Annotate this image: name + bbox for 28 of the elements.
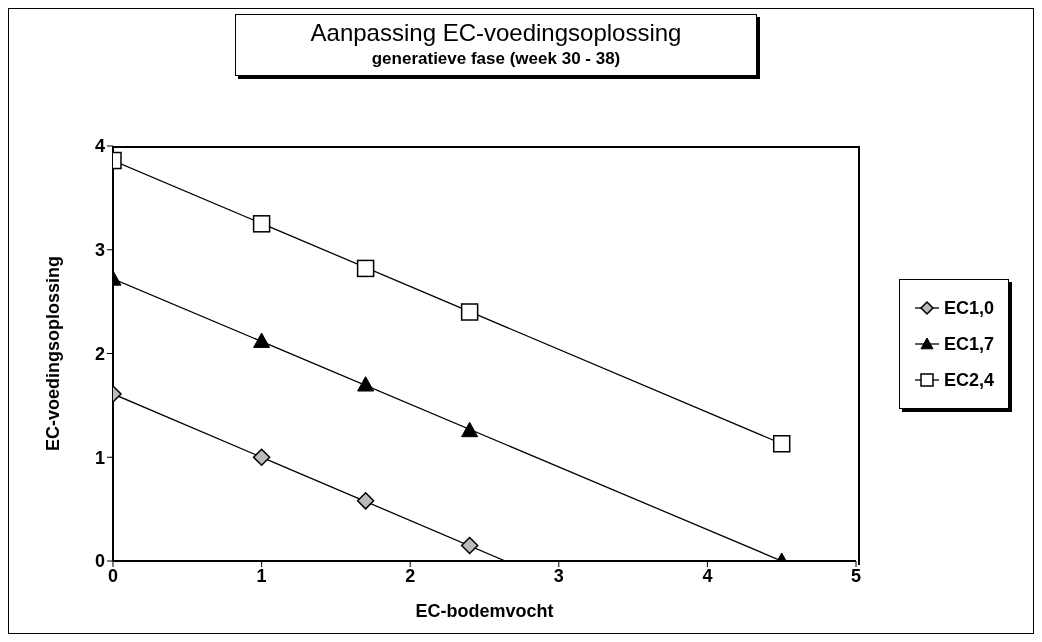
chart-title: Aanpassing EC-voedingsoplossing [309,19,683,47]
point [252,448,271,466]
point [460,536,479,555]
x-tick-label: 1 [256,565,267,586]
point [357,376,375,392]
chart-subtitle: generatieve fase (week 30 - 38) [370,49,622,69]
x-tick-label: 5 [850,565,862,586]
point [356,259,375,278]
point [772,435,791,453]
x-tick-label: 0 [107,565,119,586]
legend-label: EC1,0 [943,297,994,319]
point [461,421,479,438]
x-tick-label: 3 [553,565,564,586]
y-tick-label: 0 [94,551,105,572]
y-tick-label: 4 [94,136,105,157]
x-tick-label: 2 [405,565,416,586]
legend-label: EC2,4 [943,369,994,391]
x-axis-title: EC-bodemvocht [415,601,554,621]
y-tick-label: 1 [94,447,105,468]
y-tick-label: 2 [94,343,105,364]
point [252,215,271,233]
y-axis-title: EC-voedingsoplossing [43,255,64,452]
legend-label: EC1,7 [943,333,994,355]
point [460,303,479,321]
x-tick-label: 4 [702,565,713,586]
point [253,332,271,348]
point [356,492,375,510]
y-tick-label: 3 [94,240,105,261]
